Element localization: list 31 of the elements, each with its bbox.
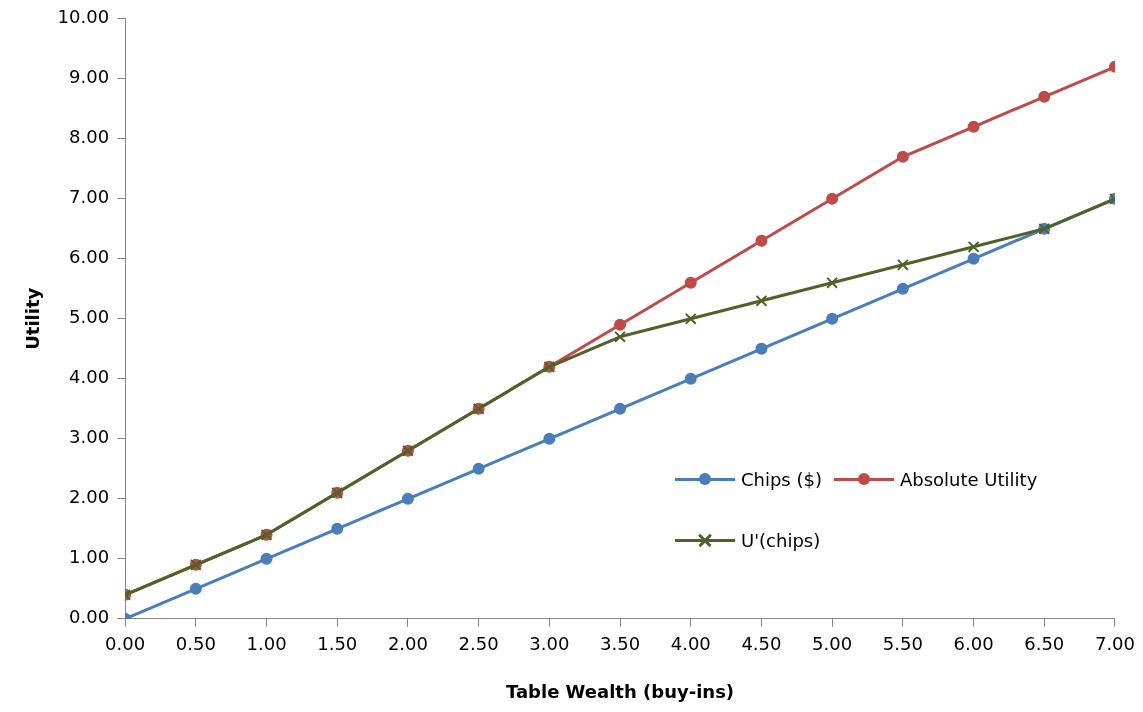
x-tick-label: 4.50 xyxy=(741,633,782,655)
x-tick-label: 3.50 xyxy=(600,633,641,655)
x-tick-label: 6.00 xyxy=(953,633,994,655)
y-tick-label: 9.00 xyxy=(69,66,110,88)
legend-label: Chips ($) xyxy=(740,468,822,490)
x-tick-label: 0.00 xyxy=(105,633,146,655)
y-axis-title: Utility xyxy=(22,287,44,350)
y-tick-label: 0.00 xyxy=(69,606,110,628)
x-tick-label: 1.00 xyxy=(246,633,287,655)
x-tick-label: 4.00 xyxy=(670,633,711,655)
x-tick-label: 5.50 xyxy=(882,633,923,655)
x-tick-label: 2.00 xyxy=(387,633,428,655)
y-tick-label: 4.00 xyxy=(69,366,110,388)
y-tick-label: 1.00 xyxy=(69,546,110,568)
y-tick-label: 7.00 xyxy=(69,186,110,208)
y-tick-label: 8.00 xyxy=(69,126,110,148)
x-tick-label: 0.50 xyxy=(175,633,216,655)
legend-label: U'(chips) xyxy=(740,529,821,551)
x-tick-label: 6.50 xyxy=(1024,633,1065,655)
x-tick-label: 7.00 xyxy=(1094,633,1135,655)
x-tick-label: 5.00 xyxy=(812,633,853,655)
legend-label: Absolute Utility xyxy=(899,468,1038,490)
y-tick-label: 6.00 xyxy=(69,246,110,268)
x-tick-label: 2.50 xyxy=(458,633,499,655)
x-axis-title: Table Wealth (buy-ins) xyxy=(505,680,735,702)
y-tick-label: 5.00 xyxy=(69,306,110,328)
y-tick-label: 3.00 xyxy=(69,426,110,448)
y-tick-label: 2.00 xyxy=(69,486,110,508)
x-tick-label: 3.00 xyxy=(529,633,570,655)
y-tick-label: 10.00 xyxy=(57,6,110,28)
x-tick-label: 1.50 xyxy=(317,633,358,655)
